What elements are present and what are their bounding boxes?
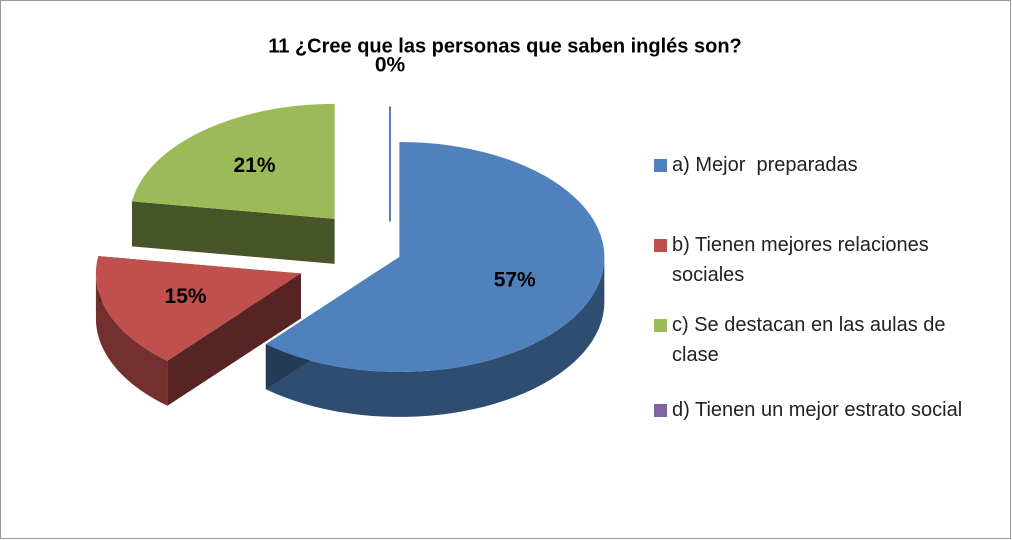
- data-label: 15%: [165, 285, 207, 308]
- pie-cut: [131, 201, 335, 264]
- pie-slice: [131, 103, 335, 219]
- data-label: 0%: [375, 54, 406, 77]
- data-labels: 57% 15% 21% 0%: [165, 54, 537, 308]
- data-label: 21%: [233, 154, 275, 177]
- pie-side: [95, 273, 168, 406]
- legend-swatch: [654, 159, 667, 172]
- pie-side: [265, 256, 605, 417]
- legend-label: a) Mejor preparadas: [672, 154, 858, 176]
- pie-tops: [95, 103, 605, 372]
- legend-label: d) Tienen un mejor estrato social: [672, 399, 963, 421]
- chart-title: 11 ¿Cree que las personas que saben ingl…: [268, 35, 742, 57]
- pie-slice: [95, 256, 301, 361]
- pie-slice: [265, 141, 605, 372]
- legend-swatch: [654, 319, 667, 332]
- data-label: 57%: [494, 268, 536, 291]
- legend-swatch: [654, 404, 667, 417]
- legend-label: b) Tienen mejores relaciones sociales: [672, 234, 935, 286]
- legend-label: c) Se destacan en las aulas de clase: [672, 314, 952, 366]
- legend-swatch: [654, 239, 667, 252]
